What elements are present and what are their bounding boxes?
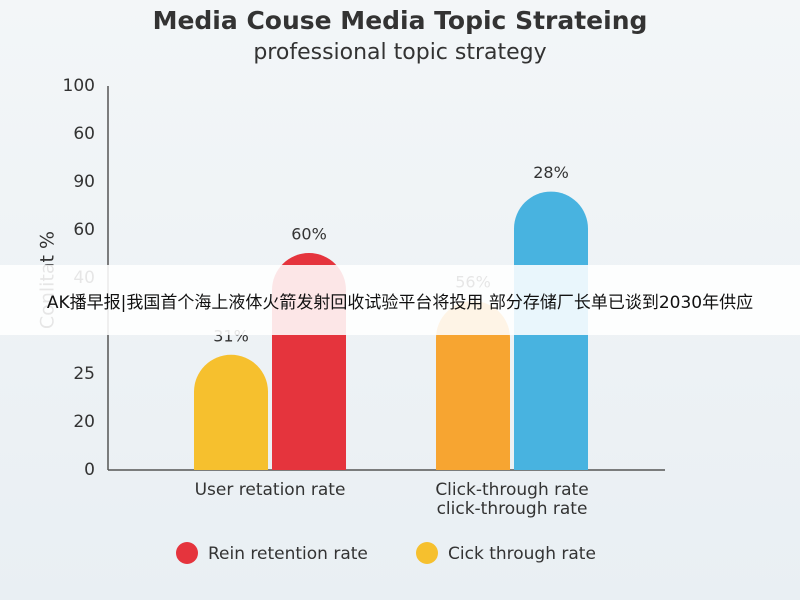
legend-label: Rein retention rate	[208, 544, 368, 564]
news-banner: AK播早报|我国首个海上液体火箭发射回收试验平台将投用 部分存储厂长单已谈到20…	[0, 265, 800, 335]
legend-swatch	[416, 542, 438, 564]
y-tick-label: 25	[73, 364, 95, 384]
legend-swatch	[176, 542, 198, 564]
annotation: 60%	[291, 225, 327, 244]
y-tick-label: 20	[73, 412, 95, 432]
x-tick-label: User retation rate	[195, 480, 346, 500]
chart-subtitle: professional topic strategy	[253, 40, 546, 65]
y-tick-label: 60	[73, 220, 95, 240]
bar	[436, 301, 510, 470]
annotation: 28%	[533, 163, 569, 182]
x-tick-label: Click-through rate	[435, 480, 588, 500]
y-tick-label: 100	[63, 76, 95, 96]
chart-title: Media Couse Media Topic Strateing	[153, 6, 648, 35]
x-tick-label: click-through rate	[437, 499, 588, 519]
y-tick-label: 0	[84, 460, 95, 480]
y-tick-label: 60	[73, 124, 95, 144]
banner-text: AK播早报|我国首个海上液体火箭发射回收试验平台将投用 部分存储厂长单已谈到20…	[46, 292, 754, 313]
legend-label: Cick through rate	[448, 544, 596, 564]
y-tick-label: 90	[73, 172, 95, 192]
bar	[194, 354, 268, 470]
